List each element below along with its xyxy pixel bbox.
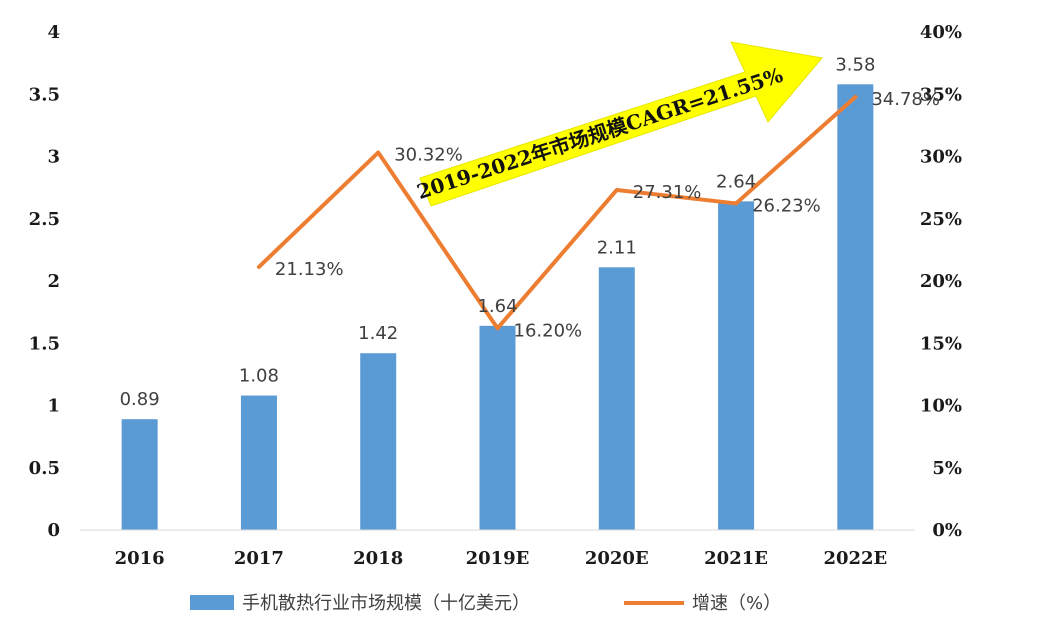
- left-tick-label: 4: [47, 22, 60, 43]
- category-label: 2020E: [585, 548, 649, 569]
- category-label: 2017: [234, 548, 284, 569]
- bar-value-label: 3.58: [835, 54, 875, 75]
- left-tick-label: 2: [47, 271, 60, 292]
- bar: [837, 84, 874, 530]
- line-value-label: 27.31%: [633, 182, 702, 203]
- legend-swatch-bar: [190, 595, 234, 610]
- weibo-icon: [863, 591, 899, 621]
- left-tick-label: 2.5: [29, 209, 60, 230]
- bar-data-labels: 0.89 1.08 1.42 1.64 2.11 2.64 3.58: [120, 54, 876, 410]
- legend-label-bar: 手机散热行业市场规模（十亿美元）: [242, 593, 530, 614]
- left-tick-label: 0.5: [29, 458, 60, 479]
- bar-value-label: 2.64: [716, 171, 756, 192]
- bar: [479, 325, 516, 530]
- bar-value-label: 1.64: [477, 296, 517, 317]
- line-value-label: 26.23%: [752, 195, 821, 216]
- category-label: 2018: [353, 548, 403, 569]
- bar: [240, 395, 277, 530]
- left-y-axis: 0 0.5 1 1.5 2 2.5 3 3.5 4: [29, 22, 60, 541]
- watermark-text: 小冲子的人: [896, 598, 1006, 623]
- legend: 手机散热行业市场规模（十亿美元） 增速（%）: [190, 593, 781, 614]
- right-tick-label: 15%: [920, 333, 962, 354]
- cagr-arrow: [419, 41, 823, 207]
- category-label: 2021E: [704, 548, 768, 569]
- bar-value-label: 0.89: [120, 389, 160, 410]
- right-y-axis: 0% 5% 10% 15% 20% 25% 30% 35% 40%: [920, 22, 962, 541]
- left-tick-label: 3.5: [29, 84, 60, 105]
- right-tick-label: 40%: [920, 22, 962, 43]
- left-tick-label: 0: [47, 520, 60, 541]
- bar-series: [121, 84, 874, 530]
- watermark: 小冲子的人: [863, 591, 1006, 623]
- left-tick-label: 1: [47, 396, 60, 417]
- line-series: [256, 94, 858, 331]
- right-tick-label: 35%: [920, 84, 962, 105]
- right-tick-label: 0%: [932, 520, 962, 541]
- right-tick-label: 20%: [920, 271, 962, 292]
- right-tick-label: 30%: [920, 147, 962, 168]
- category-label: 2016: [115, 548, 165, 569]
- x-axis-categories: 2016 2017 2018 2019E 2020E 2021E 2022E: [115, 548, 888, 569]
- bar: [360, 353, 397, 530]
- bar-value-label: 2.11: [597, 237, 637, 258]
- category-label: 2019E: [466, 548, 530, 569]
- right-tick-label: 25%: [920, 209, 962, 230]
- category-label: 2022E: [823, 548, 887, 569]
- line-value-label: 34.78%: [871, 89, 940, 110]
- left-tick-label: 3: [47, 147, 60, 168]
- left-tick-label: 1.5: [29, 333, 60, 354]
- line-data-labels: 21.13% 30.32% 16.20% 27.31% 26.23% 34.78%: [275, 89, 940, 341]
- bar: [598, 267, 635, 530]
- legend-label-line: 增速（%）: [692, 593, 781, 614]
- bar: [718, 201, 755, 530]
- growth-line: [256, 94, 858, 331]
- right-tick-label: 5%: [932, 458, 962, 479]
- bar: [121, 419, 158, 530]
- line-value-label: 30.32%: [394, 145, 463, 166]
- right-tick-label: 10%: [920, 396, 962, 417]
- bar-value-label: 1.08: [239, 366, 279, 387]
- bar-value-label: 1.42: [358, 323, 398, 344]
- line-value-label: 21.13%: [275, 259, 344, 280]
- line-value-label: 16.20%: [514, 320, 583, 341]
